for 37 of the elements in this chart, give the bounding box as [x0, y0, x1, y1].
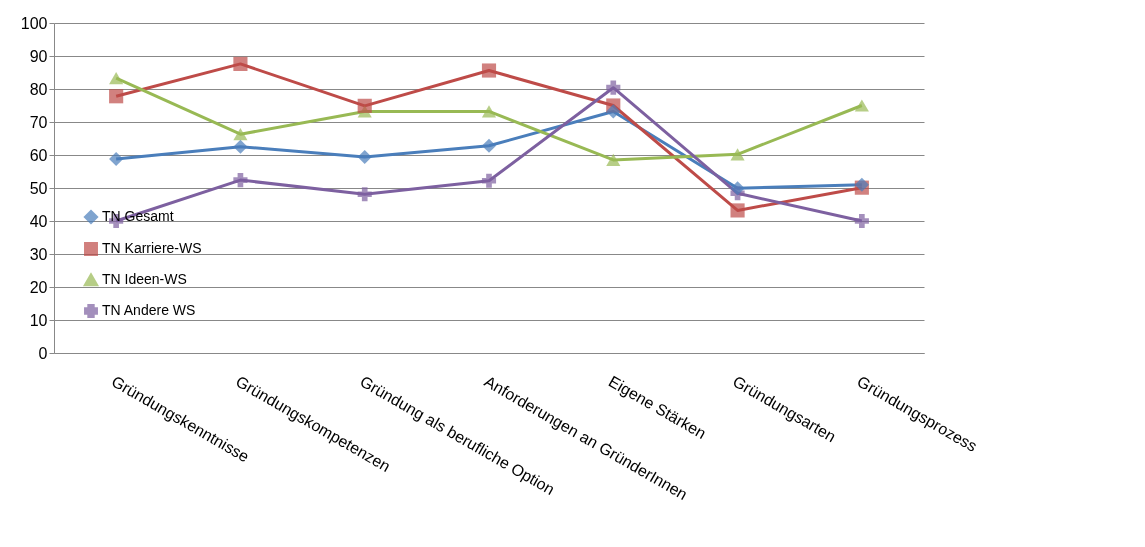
y-tick-label: 40 [29, 212, 48, 230]
legend-label: TN Gesamt [102, 208, 174, 224]
y-tick-label: 60 [29, 146, 48, 164]
y-tick-label: 0 [38, 344, 48, 362]
legend-label: TN Karriere-WS [102, 240, 202, 256]
y-tick-label: 50 [29, 179, 48, 197]
y-tick-label: 70 [29, 113, 48, 131]
y-tick-label: 30 [29, 245, 48, 263]
point [854, 99, 869, 112]
legend-label: TN Andere WS [102, 302, 196, 318]
point [109, 89, 124, 104]
point [233, 128, 248, 141]
y-tick-label: 100 [20, 14, 48, 32]
y-tick-label: 10 [29, 311, 48, 329]
point [481, 63, 497, 78]
point [109, 71, 124, 85]
y-tick-label: 90 [29, 47, 48, 65]
point [481, 173, 497, 188]
point [481, 105, 497, 118]
y-tick-label: 20 [29, 278, 48, 296]
point [481, 138, 497, 153]
point [233, 139, 248, 154]
point [730, 181, 745, 196]
point [854, 213, 869, 229]
point [357, 187, 372, 202]
point [109, 151, 124, 167]
legend-label: TN Ideen-WS [102, 271, 187, 287]
y-tick-label: 80 [29, 80, 48, 98]
point [357, 98, 372, 113]
point [233, 56, 248, 71]
point [730, 148, 745, 161]
point [233, 173, 248, 188]
point [357, 149, 372, 165]
point [606, 80, 621, 95]
point [606, 153, 621, 167]
point [606, 104, 621, 119]
point [730, 203, 745, 218]
